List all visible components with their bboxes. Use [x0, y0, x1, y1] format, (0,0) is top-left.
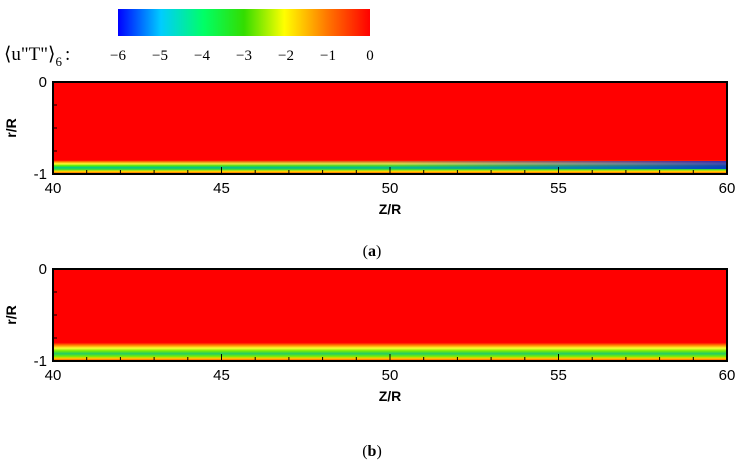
colorbar-tick-label: 0 [366, 48, 374, 64]
panel-a: 40 45 50 55 60 0 -1 Z/R r/R (a) [3, 74, 735, 260]
y-axis-label-a: r/R [3, 118, 19, 137]
x-tick-label: 45 [213, 367, 230, 384]
y-axis-label-b: r/R [3, 305, 19, 324]
colorbar-tick-label: −5 [152, 48, 168, 64]
colorbar-tick-label: −4 [194, 48, 210, 64]
panel-label-a: (a) [363, 243, 382, 260]
colorbar-tick-label: −2 [278, 48, 294, 64]
x-axis-label-a: Z/R [379, 201, 402, 217]
colorbar-title: ⟨u"T"⟩6: [4, 44, 70, 69]
colorbar-tick-label: −6 [110, 48, 126, 64]
y-tick-label: -1 [34, 353, 47, 370]
panel-b: 40 45 50 55 60 0 -1 Z/R r/R (b) [3, 261, 735, 460]
heatmap-overlay-a [53, 161, 727, 169]
colorbar-gradient [118, 9, 370, 36]
x-tick-label: 45 [213, 180, 230, 197]
x-tick-label: 55 [550, 367, 567, 384]
x-tick-label: 40 [45, 180, 62, 197]
panel-label-b: (b) [362, 443, 382, 460]
y-tick-label: -1 [34, 166, 47, 183]
y-tick-label: 0 [39, 261, 47, 278]
heatmap-field-a [53, 82, 727, 174]
colorbar-tick-label: −3 [236, 48, 252, 64]
colorbar-tick-label: −1 [320, 48, 336, 64]
x-tick-label: 50 [382, 367, 399, 384]
x-tick-label: 40 [45, 367, 62, 384]
x-tick-label: 60 [719, 367, 736, 384]
heatmap-field-b [53, 269, 727, 361]
x-axis-label-b: Z/R [379, 388, 402, 404]
x-tick-label: 50 [382, 180, 399, 197]
x-tick-label: 60 [719, 180, 736, 197]
colorbar: ⟨u"T"⟩6: −6 −5 −4 −3 −2 −1 0 [4, 9, 374, 69]
x-tick-label: 55 [550, 180, 567, 197]
y-tick-label: 0 [39, 74, 47, 91]
